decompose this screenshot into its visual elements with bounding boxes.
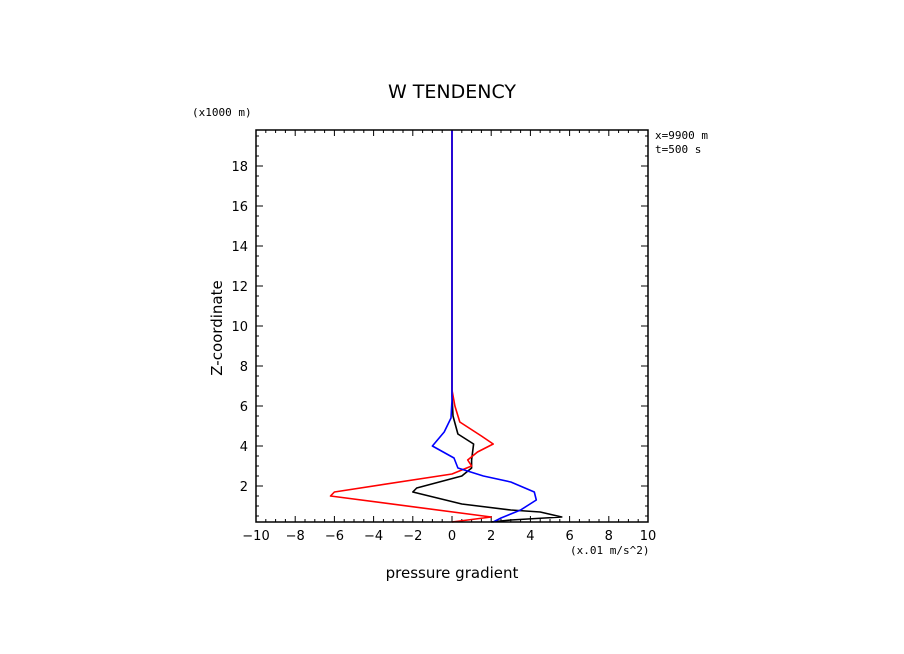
annotation-x: x=9900 m <box>655 129 708 142</box>
y-axis-label: Z-coordinate <box>208 280 226 375</box>
x-tick-label: 0 <box>448 529 456 544</box>
axes: −10 −8 −6 −4 −2 0 2 4 6 8 10 2 4 6 8 10 12 14 16 18 <box>231 130 656 544</box>
y-tick-label: 12 <box>231 280 248 295</box>
x-tick-label: 2 <box>487 529 495 544</box>
x-tick-label: −4 <box>364 529 383 544</box>
x-tick-label: −2 <box>403 529 422 544</box>
y-tick-label: 16 <box>231 200 248 215</box>
plot-frame <box>255 129 649 523</box>
y-tick-label: 4 <box>240 440 248 455</box>
y-tick-label: 8 <box>240 360 248 375</box>
x-unit-label: (x.01 m/s^2) <box>570 544 649 557</box>
x-tick-label: −10 <box>242 529 269 544</box>
y-tick-label: 2 <box>240 480 248 495</box>
series-line-blue <box>431 130 538 523</box>
series-line-red <box>329 130 495 523</box>
chart-title: W TENDENCY <box>388 81 516 103</box>
y-tick-label: 6 <box>240 400 248 415</box>
x-tick-label: 6 <box>565 529 573 544</box>
x-tick-label: 10 <box>640 529 657 544</box>
y-tick-label: 14 <box>231 240 248 255</box>
y-tick-label: 18 <box>231 160 248 175</box>
series-lines <box>329 130 563 523</box>
x-tick-label: 4 <box>526 529 534 544</box>
series-line-black <box>411 130 563 523</box>
x-tick-label: −6 <box>325 529 344 544</box>
x-tick-label: −8 <box>286 529 305 544</box>
x-tick-label: 8 <box>605 529 613 544</box>
annotation-t: t=500 s <box>655 143 701 156</box>
y-unit-label: (x1000 m) <box>192 106 252 119</box>
y-tick-label: 10 <box>231 320 248 335</box>
x-axis-label: pressure gradient <box>386 564 519 582</box>
